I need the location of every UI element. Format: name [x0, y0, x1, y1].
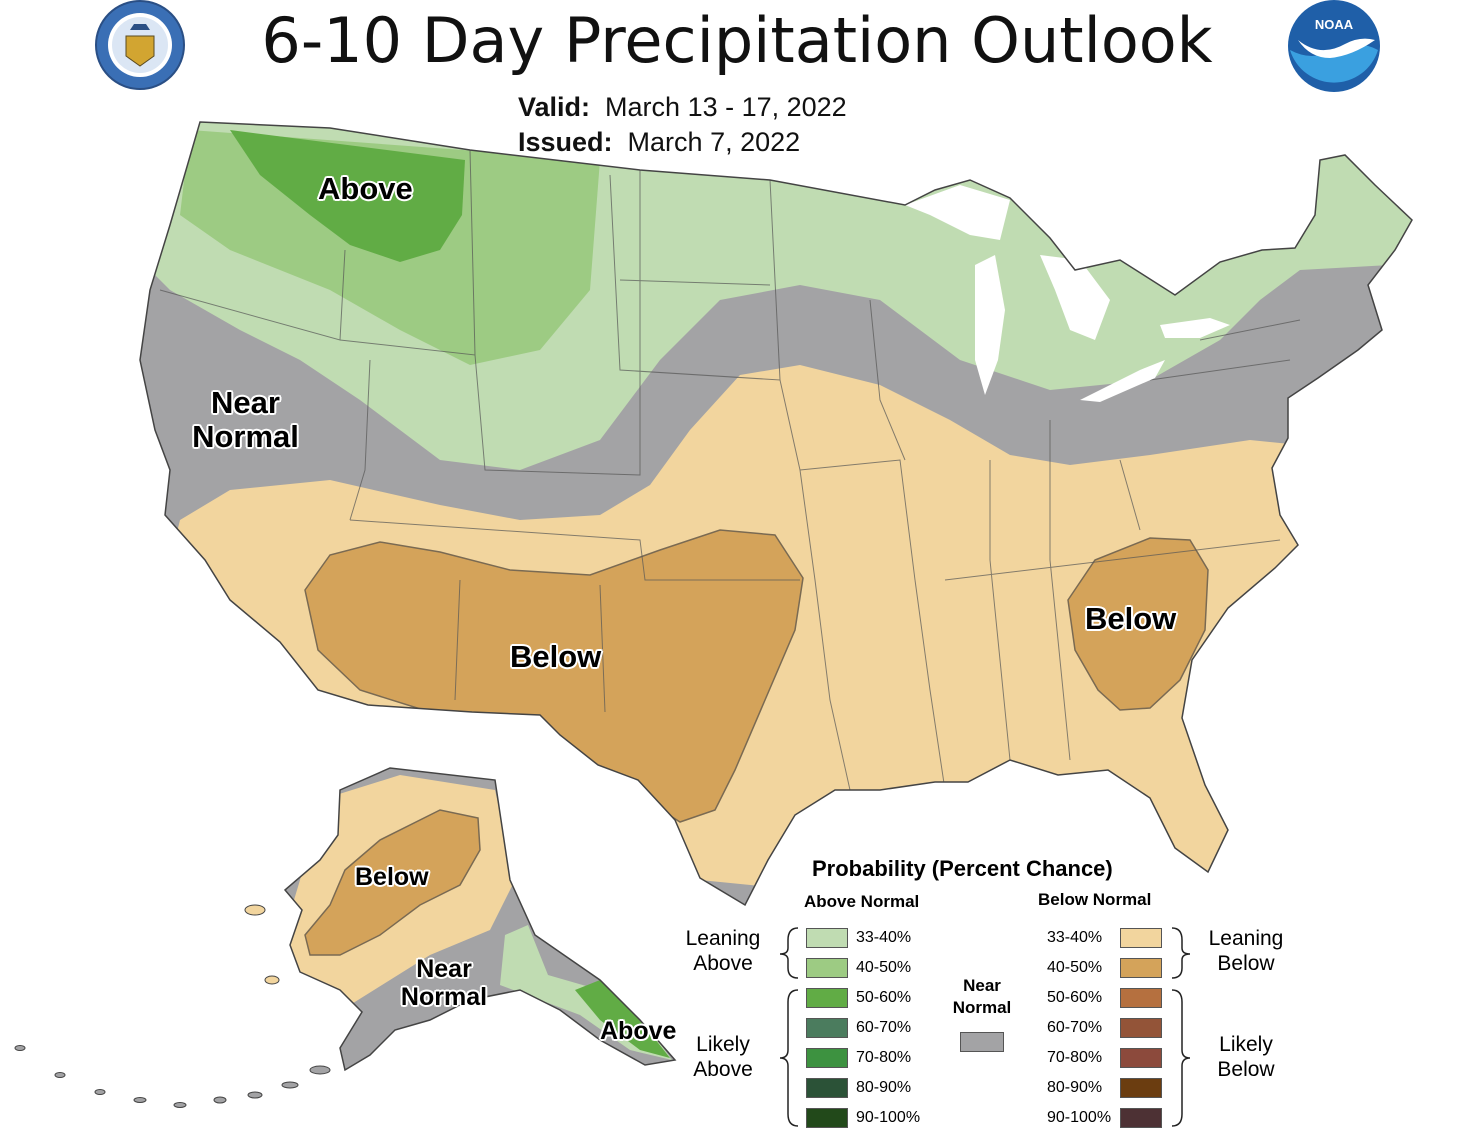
label-conus-near: Near: [211, 385, 280, 420]
legend-below-swatch: [1120, 1078, 1162, 1098]
legend-below-percent: 70-80%: [1047, 1049, 1103, 1066]
legend-likely-above-line1: Likely: [696, 1033, 750, 1056]
legend-likely-above: Likely Above: [676, 1032, 770, 1082]
legend-above-swatch: [806, 1048, 848, 1068]
issued-value: March 7, 2022: [627, 127, 801, 157]
legend-above-swatch: [806, 928, 848, 948]
label-conus-below-southeast: Below: [1085, 601, 1177, 636]
legend-above-swatch: [806, 988, 848, 1008]
valid-value: March 13 - 17, 2022: [605, 92, 847, 122]
lake-michigan: [975, 255, 1005, 395]
label-alaska-below: Below: [355, 863, 429, 891]
legend-leaning-above-line1: Leaning: [685, 927, 761, 950]
above-50-60-area: [230, 130, 465, 262]
legend-above-swatch: [806, 1078, 848, 1098]
issued-line: Issued: March 7, 2022: [518, 125, 847, 160]
lake-huron: [1040, 255, 1110, 340]
alaska-above-50-60: [575, 980, 670, 1058]
noaa-logo-text: NOAA: [1314, 17, 1354, 32]
legend-below-swatch: [1120, 988, 1162, 1008]
lake-superior: [905, 185, 1010, 240]
valid-label: Valid:: [518, 92, 591, 122]
legend-above-percent: 80-90%: [856, 1079, 912, 1096]
conus-shading: [140, 122, 1412, 905]
legend-above-percent: 70-80%: [856, 1049, 912, 1066]
legend-below-percent: 80-90%: [1047, 1079, 1103, 1096]
department-of-commerce-seal: [95, 0, 185, 90]
label-conus-above: Above: [318, 171, 413, 206]
legend-near-line1: Near: [963, 976, 1001, 995]
legend-below-percent: 90-100%: [1047, 1109, 1112, 1126]
legend-below-swatch: [1120, 1018, 1162, 1038]
legend-above-percent: 50-60%: [856, 989, 912, 1006]
legend-leaning-above: Leaning Above: [676, 926, 770, 976]
label-conus-near-normal: Near Normal: [188, 385, 303, 455]
legend-below-percent: 50-60%: [1047, 989, 1103, 1006]
legend-near-normal: Near Normal: [940, 975, 1024, 1019]
aleutian-islands: [14, 1045, 331, 1108]
legend-likely-below-line2: Below: [1217, 1058, 1275, 1081]
label-alaska-near-normal: Near Normal: [398, 955, 490, 1011]
label-conus-below-southwest: Below: [510, 639, 602, 674]
alaska-below-40-50: [304, 809, 481, 956]
page-title: 6-10 Day Precipitation Outlook: [261, 4, 1213, 77]
legend-below-swatch: [1120, 928, 1162, 948]
lake-ontario: [1160, 318, 1230, 338]
label-alaska-near: Near: [416, 955, 472, 983]
lake-erie: [1080, 360, 1165, 402]
legend-above-percent: 90-100%: [856, 1109, 921, 1126]
label-alaska-above: Above: [600, 1017, 677, 1045]
legend-likely-below-line1: Likely: [1219, 1033, 1273, 1056]
legend-above-swatch: [806, 1108, 848, 1128]
label-alaska-normal: Normal: [400, 982, 488, 1011]
noaa-logo: [1288, 0, 1380, 92]
legend-likely-above-line2: Above: [693, 1058, 753, 1081]
legend-above-swatch: [806, 1018, 848, 1038]
legend-above-percent: 60-70%: [856, 1019, 912, 1036]
issued-label: Issued:: [518, 127, 613, 157]
legend-above-header: Above Normal: [804, 892, 920, 911]
legend-near-normal-swatch: [960, 1032, 1004, 1052]
below-southeast-area: [1067, 537, 1209, 711]
legend-above-swatch: [806, 958, 848, 978]
label-conus-normal: Normal: [192, 419, 299, 455]
valid-line: Valid: March 13 - 17, 2022: [518, 90, 847, 125]
legend-above-percent: 33-40%: [856, 929, 912, 946]
legend-leaning-below-line2: Below: [1217, 952, 1275, 975]
valid-issued-dates: Valid: March 13 - 17, 2022 Issued: March…: [518, 90, 847, 160]
legend-below-percent: 33-40%: [1047, 929, 1103, 946]
legend-likely-below: Likely Below: [1198, 1032, 1294, 1082]
legend-below-swatch: [1120, 1048, 1162, 1068]
legend-below-percent: 60-70%: [1047, 1019, 1103, 1036]
legend-leaning-below: Leaning Below: [1198, 926, 1294, 976]
alaska-west-islands: [244, 904, 280, 985]
legend-above-percent: 40-50%: [856, 959, 912, 976]
state-boundaries: [159, 149, 1301, 791]
alaska-outline: [283, 767, 677, 1072]
legend-leaning-above-line2: Above: [693, 952, 753, 975]
legend-below-percent: 40-50%: [1047, 959, 1103, 976]
legend-below-swatch: [1120, 958, 1162, 978]
legend-leaning-below-line1: Leaning: [1208, 927, 1284, 950]
conus-outline: [139, 121, 1413, 907]
legend-title: Probability (Percent Chance): [812, 856, 1113, 881]
legend-near-line2: Normal: [952, 998, 1012, 1017]
legend-below-header: Below Normal: [1038, 890, 1152, 909]
legend-below-swatch: [1120, 1108, 1162, 1128]
